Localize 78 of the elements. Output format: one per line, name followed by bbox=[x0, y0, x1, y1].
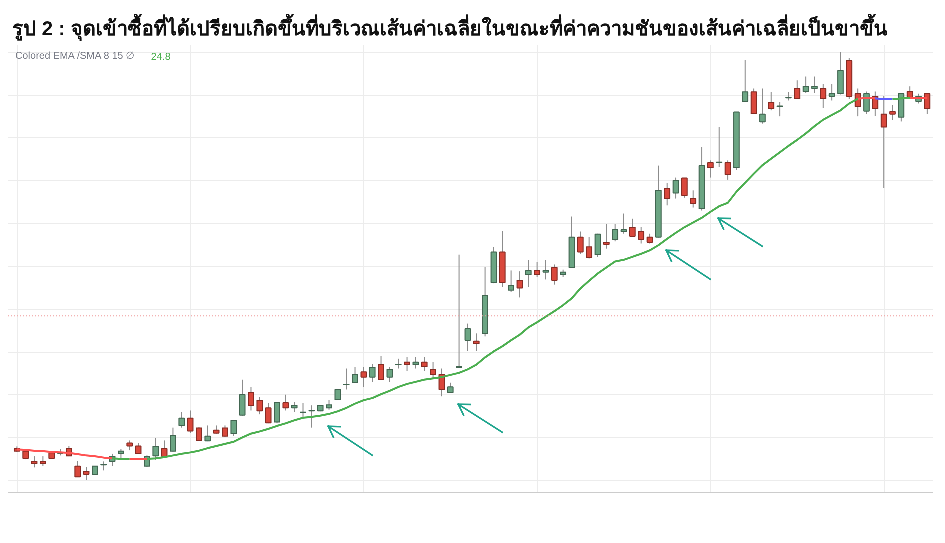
candlestick bbox=[812, 76, 818, 94]
candlestick bbox=[473, 333, 480, 352]
candlestick bbox=[742, 60, 749, 103]
candlestick bbox=[586, 236, 593, 260]
candlestick bbox=[594, 233, 602, 258]
candlestick bbox=[464, 323, 472, 352]
candlestick bbox=[395, 358, 402, 370]
candlestick bbox=[612, 224, 619, 242]
candlestick bbox=[716, 126, 723, 168]
candlestick bbox=[760, 88, 766, 124]
candlestick bbox=[386, 366, 394, 383]
candlestick bbox=[343, 368, 350, 390]
candlestick bbox=[352, 366, 358, 384]
candlestick bbox=[664, 182, 671, 206]
candlestick bbox=[646, 233, 654, 244]
candlestick bbox=[31, 456, 38, 468]
candlestick bbox=[534, 262, 541, 278]
candlestick bbox=[196, 426, 202, 442]
candlestick bbox=[239, 379, 246, 416]
candlestick bbox=[412, 356, 420, 370]
candlestick bbox=[265, 402, 272, 424]
candlestick bbox=[178, 412, 186, 428]
candlestick bbox=[551, 264, 558, 286]
candlestick bbox=[880, 96, 888, 190]
candlestick bbox=[924, 93, 931, 115]
candlestick bbox=[326, 400, 332, 410]
candlestick bbox=[300, 402, 306, 418]
candlestick bbox=[248, 386, 254, 412]
candlestick bbox=[230, 420, 238, 436]
candlestick bbox=[820, 84, 827, 109]
candlestick bbox=[204, 425, 212, 442]
candlestick bbox=[516, 271, 524, 298]
annotation: Colored EMA /SMA 8 15 ∅ bbox=[16, 51, 136, 62]
candlestick bbox=[222, 425, 228, 438]
candlestick bbox=[629, 218, 636, 238]
candlestick bbox=[378, 356, 384, 380]
candlestick bbox=[890, 104, 896, 121]
candlestick bbox=[525, 260, 532, 288]
candlestick bbox=[724, 160, 732, 180]
candlestick bbox=[638, 226, 645, 244]
candlestick bbox=[542, 260, 550, 280]
candlestick bbox=[802, 76, 810, 94]
candlestick bbox=[456, 254, 462, 368]
candlestick bbox=[768, 92, 775, 112]
candlestick bbox=[672, 177, 680, 200]
annotation: 24.8 bbox=[151, 52, 172, 63]
candlestick bbox=[620, 213, 628, 234]
candlestick bbox=[369, 364, 376, 383]
candlestick bbox=[430, 362, 436, 380]
candlestick bbox=[152, 438, 160, 461]
chart-title: รูป 2 : จุดเข้าซื้อที่ได้เปรียบเกิดขึ้นที่บริเวณเส้นค่าเฉลี่ยในขณะที่ค่าความชันของเส้นค่าเฉลี่ยเป็นขาขึ้น bbox=[12, 14, 888, 42]
candlestick bbox=[682, 178, 688, 198]
candlestick bbox=[282, 394, 290, 412]
candlestick bbox=[690, 190, 697, 208]
candlestick bbox=[126, 440, 134, 452]
candlestick bbox=[603, 224, 610, 250]
candlestick bbox=[170, 427, 176, 452]
candlestick bbox=[828, 84, 836, 102]
candlestick bbox=[898, 93, 905, 122]
candlestick bbox=[135, 442, 142, 455]
candlestick bbox=[794, 80, 801, 100]
candlestick bbox=[256, 396, 264, 416]
candlestick bbox=[708, 160, 714, 178]
candlestick bbox=[577, 231, 584, 255]
candlestick bbox=[508, 270, 514, 293]
candlestick bbox=[274, 402, 280, 424]
candlestick bbox=[360, 366, 368, 388]
candlestick bbox=[40, 456, 46, 467]
candlestick bbox=[750, 88, 758, 115]
candlestick bbox=[334, 389, 342, 401]
candlestick bbox=[291, 402, 298, 413]
candlestick bbox=[74, 460, 82, 478]
candlestick bbox=[187, 410, 194, 434]
candlestick bbox=[838, 52, 844, 96]
candlestick bbox=[404, 356, 410, 372]
candlestick bbox=[421, 356, 428, 372]
candlestick bbox=[83, 466, 90, 482]
candlestick bbox=[308, 405, 316, 428]
